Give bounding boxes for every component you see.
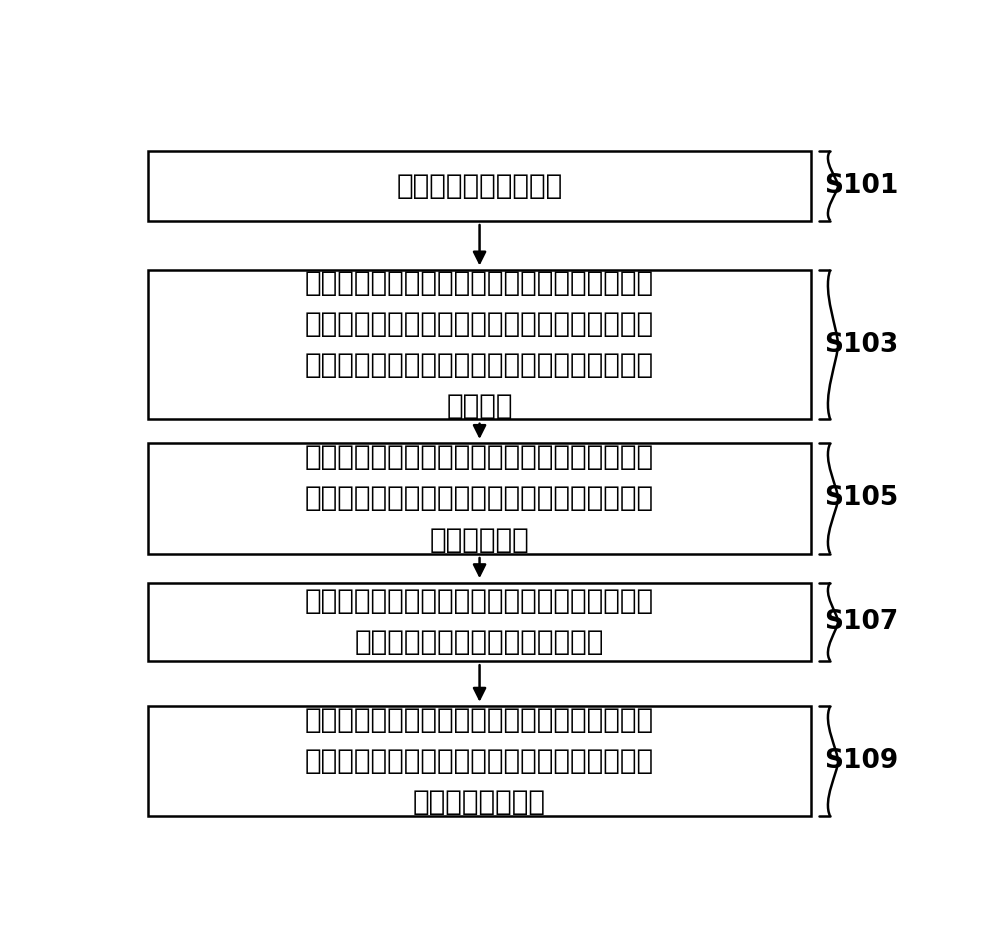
Text: 根据预设的状态值与行驶状态的对应关系确定目
标状态值对应的目标行驶状态，并基于目标行驶
状态管控目标车辆: 根据预设的状态值与行驶状态的对应关系确定目 标状态值对应的目标行驶状态，并基于目… <box>305 706 654 817</box>
Text: 通过稀疏注意力模块根据远距离空间关系聚合目
标图像的像素点的全局上下文信息: 通过稀疏注意力模块根据远距离空间关系聚合目 标图像的像素点的全局上下文信息 <box>305 587 654 656</box>
Text: 将目标图像输入到轻量化骨干视觉模型，通过轻
量化骨干视觉模型中瓶颈结构的局部聚合模块聚
合目标图像的目标像素点的邻域范围内的局部上
下文信息: 将目标图像输入到轻量化骨干视觉模型，通过轻 量化骨干视觉模型中瓶颈结构的局部聚合… <box>305 269 654 421</box>
Text: S105: S105 <box>824 486 898 512</box>
FancyBboxPatch shape <box>148 151 811 221</box>
Text: 接收待处理的目标图像: 接收待处理的目标图像 <box>396 172 563 200</box>
Text: S101: S101 <box>824 173 898 199</box>
FancyBboxPatch shape <box>148 270 811 419</box>
Text: S103: S103 <box>824 332 898 358</box>
FancyBboxPatch shape <box>148 583 811 660</box>
Text: S107: S107 <box>824 609 898 635</box>
FancyBboxPatch shape <box>148 706 811 817</box>
FancyBboxPatch shape <box>148 443 811 554</box>
Text: 通过瓶颈结构的稀疏注意力模块对目标图像进行
池化，并建立目标图像池化后的像素点之间的远
距离空间关系: 通过瓶颈结构的稀疏注意力模块对目标图像进行 池化，并建立目标图像池化后的像素点之… <box>305 443 654 554</box>
Text: S109: S109 <box>824 748 898 774</box>
